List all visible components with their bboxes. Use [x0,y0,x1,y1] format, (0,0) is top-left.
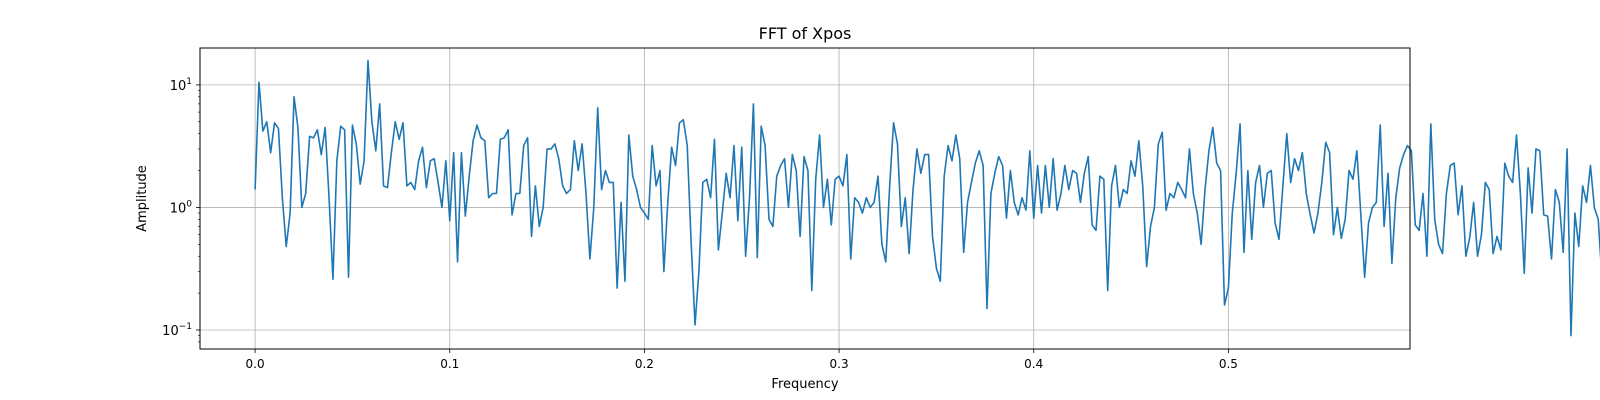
x-axis-label: Frequency [771,377,838,392]
grid [200,48,1410,349]
series-layer [254,59,1600,337]
chart-title: FFT of Xpos [759,24,852,43]
x-tick-label: 0.5 [1219,357,1238,371]
y-axis-label: Amplitude [135,165,150,232]
plot-frame [199,47,1411,350]
series-line [254,59,1600,337]
x-axis: 0.0 0.1 0.2 0.3 0.4 0.5 [246,349,1238,371]
x-tick-label: 0.1 [440,357,459,371]
y-tick-label: 101 [170,77,192,94]
y-axis: 10−1 100 101 [162,77,200,343]
x-tick-label: 0.2 [635,357,654,371]
x-tick-label: 0.3 [830,357,849,371]
y-tick-label: 10−1 [162,322,192,339]
x-tick-label: 0.4 [1024,357,1043,371]
y-tick-label: 100 [170,199,193,216]
x-tick-label: 0.0 [246,357,265,371]
